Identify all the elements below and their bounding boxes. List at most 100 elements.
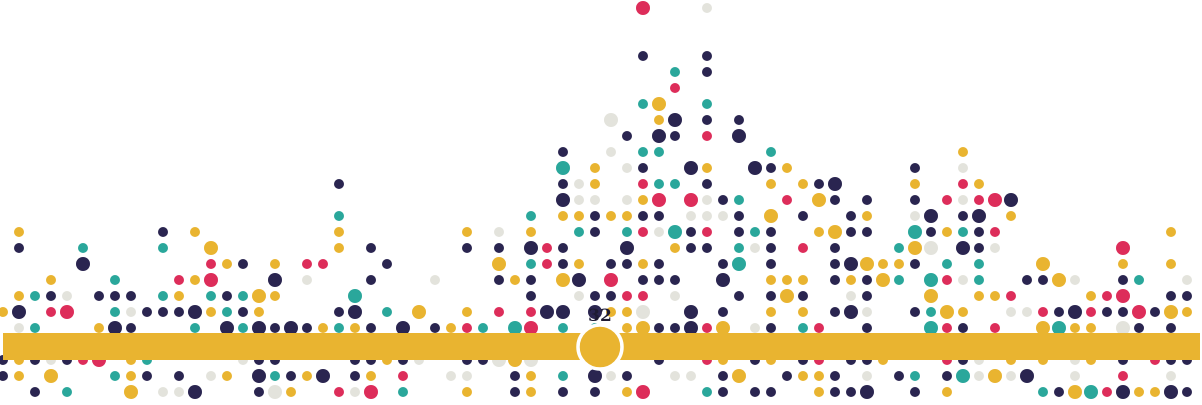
dot — [828, 225, 842, 239]
dot — [654, 115, 664, 125]
dot — [526, 211, 536, 221]
dot — [750, 323, 760, 333]
dot — [0, 371, 8, 381]
dot — [638, 99, 648, 109]
dot — [302, 323, 312, 333]
dot — [732, 369, 746, 383]
dot — [798, 243, 808, 253]
dot — [238, 323, 248, 333]
dot — [622, 163, 632, 173]
dot — [430, 275, 440, 285]
dot — [910, 163, 920, 173]
dot — [894, 259, 904, 269]
dot — [844, 257, 858, 271]
dot — [462, 371, 472, 381]
dot — [606, 291, 616, 301]
dot — [1102, 307, 1112, 317]
dot — [606, 147, 616, 157]
dot — [526, 227, 536, 237]
dot — [862, 211, 872, 221]
dot — [158, 227, 168, 237]
dot — [1134, 387, 1144, 397]
dot — [1036, 321, 1050, 335]
dot — [702, 323, 712, 333]
dot — [1118, 275, 1128, 285]
dot — [766, 227, 776, 237]
dot — [782, 275, 792, 285]
dot — [1166, 259, 1176, 269]
dot — [974, 179, 984, 189]
dot — [798, 211, 808, 221]
dot — [252, 289, 266, 303]
dot — [638, 211, 648, 221]
dot — [686, 227, 696, 237]
dot — [174, 387, 184, 397]
dot — [30, 291, 40, 301]
dot — [958, 179, 968, 189]
dot — [702, 211, 712, 221]
dot — [318, 259, 328, 269]
dot — [542, 243, 552, 253]
dot — [558, 323, 568, 333]
dot — [1068, 385, 1082, 399]
dot — [462, 387, 472, 397]
dot — [1118, 259, 1128, 269]
dot — [766, 387, 776, 397]
dot — [652, 97, 666, 111]
dot — [524, 241, 538, 255]
dot — [302, 275, 312, 285]
dot — [638, 51, 648, 61]
dot — [860, 385, 874, 399]
dot — [1132, 305, 1146, 319]
dot — [334, 323, 344, 333]
dot — [462, 307, 472, 317]
dot — [910, 195, 920, 205]
dot — [876, 273, 890, 287]
dot — [830, 307, 840, 317]
dot — [942, 387, 952, 397]
dot — [1022, 307, 1032, 317]
dot — [972, 209, 986, 223]
dot — [126, 307, 136, 317]
dot — [334, 307, 344, 317]
dot — [350, 387, 360, 397]
dot — [574, 179, 584, 189]
dot — [238, 307, 248, 317]
dot — [830, 243, 840, 253]
dot — [1006, 307, 1016, 317]
dot — [926, 227, 936, 237]
dot — [684, 161, 698, 175]
dot — [334, 211, 344, 221]
dot — [958, 163, 968, 173]
dot — [540, 305, 554, 319]
dot — [684, 193, 698, 207]
dot — [702, 163, 712, 173]
dot — [958, 275, 968, 285]
dot — [238, 259, 248, 269]
dot — [348, 289, 362, 303]
dot — [670, 243, 680, 253]
dot — [718, 387, 728, 397]
dot — [204, 273, 218, 287]
dot — [814, 371, 824, 381]
dot — [510, 387, 520, 397]
dot — [126, 371, 136, 381]
dot — [46, 307, 56, 317]
dot — [1006, 291, 1016, 301]
dot — [60, 305, 74, 319]
dot — [1020, 369, 1034, 383]
dot — [622, 195, 632, 205]
dot — [974, 371, 984, 381]
dot — [206, 259, 216, 269]
dot — [670, 323, 680, 333]
slider-knob[interactable] — [576, 323, 624, 371]
dot — [158, 307, 168, 317]
dot — [174, 371, 184, 381]
dot — [974, 275, 984, 285]
dot — [654, 259, 664, 269]
dot — [510, 275, 520, 285]
dot — [684, 305, 698, 319]
dot — [284, 321, 298, 335]
dot — [206, 291, 216, 301]
dot — [638, 259, 648, 269]
